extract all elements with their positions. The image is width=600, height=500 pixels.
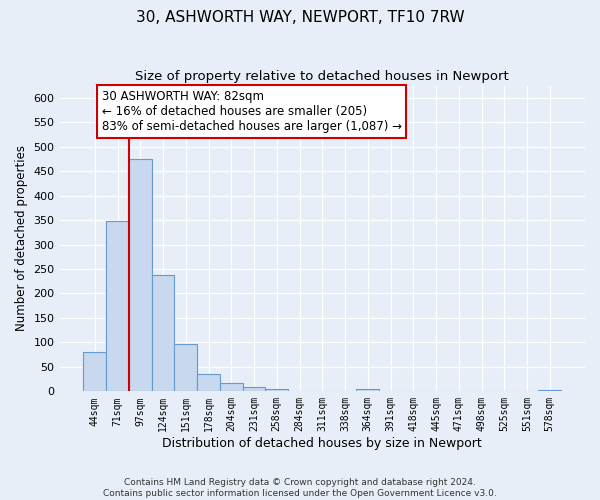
Bar xyxy=(538,390,561,392)
Bar xyxy=(106,221,129,392)
Text: 30, ASHWORTH WAY, NEWPORT, TF10 7RW: 30, ASHWORTH WAY, NEWPORT, TF10 7RW xyxy=(136,10,464,25)
Bar xyxy=(152,275,175,392)
Bar xyxy=(242,388,265,392)
Bar xyxy=(83,352,106,392)
Bar xyxy=(265,389,288,392)
Text: Contains HM Land Registry data © Crown copyright and database right 2024.
Contai: Contains HM Land Registry data © Crown c… xyxy=(103,478,497,498)
Title: Size of property relative to detached houses in Newport: Size of property relative to detached ho… xyxy=(136,70,509,83)
X-axis label: Distribution of detached houses by size in Newport: Distribution of detached houses by size … xyxy=(163,437,482,450)
Bar xyxy=(356,389,379,392)
Text: 30 ASHWORTH WAY: 82sqm
← 16% of detached houses are smaller (205)
83% of semi-de: 30 ASHWORTH WAY: 82sqm ← 16% of detached… xyxy=(101,90,401,133)
Bar xyxy=(175,344,197,392)
Bar xyxy=(197,374,220,392)
Bar xyxy=(129,159,152,392)
Y-axis label: Number of detached properties: Number of detached properties xyxy=(15,146,28,332)
Bar xyxy=(220,382,242,392)
